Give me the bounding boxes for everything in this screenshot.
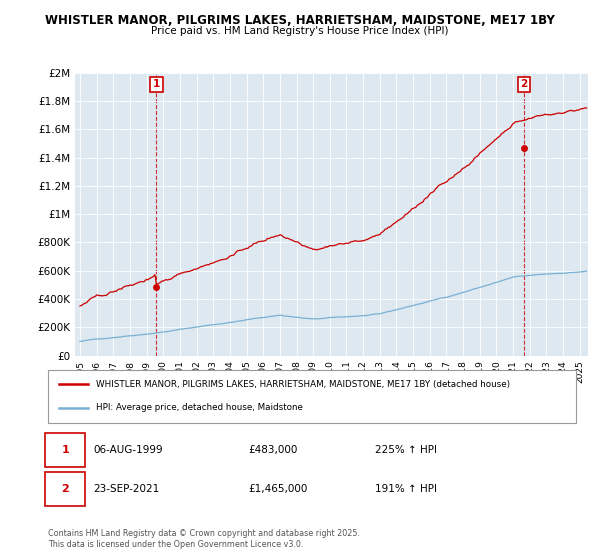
Text: WHISTLER MANOR, PILGRIMS LAKES, HARRIETSHAM, MAIDSTONE, ME17 1BY (detached house: WHISTLER MANOR, PILGRIMS LAKES, HARRIETS… xyxy=(95,380,509,389)
FancyBboxPatch shape xyxy=(46,472,85,506)
Text: Price paid vs. HM Land Registry's House Price Index (HPI): Price paid vs. HM Land Registry's House … xyxy=(151,26,449,36)
Text: 191% ↑ HPI: 191% ↑ HPI xyxy=(376,484,437,494)
FancyBboxPatch shape xyxy=(48,370,576,423)
Text: 2: 2 xyxy=(521,79,528,89)
Text: 1: 1 xyxy=(153,79,160,89)
Text: 1: 1 xyxy=(61,445,69,455)
FancyBboxPatch shape xyxy=(46,433,85,467)
Text: HPI: Average price, detached house, Maidstone: HPI: Average price, detached house, Maid… xyxy=(95,403,302,412)
Text: Contains HM Land Registry data © Crown copyright and database right 2025.
This d: Contains HM Land Registry data © Crown c… xyxy=(48,529,360,549)
Text: £1,465,000: £1,465,000 xyxy=(248,484,308,494)
Text: 225% ↑ HPI: 225% ↑ HPI xyxy=(376,445,437,455)
Text: 23-SEP-2021: 23-SEP-2021 xyxy=(93,484,159,494)
Text: £483,000: £483,000 xyxy=(248,445,298,455)
Text: 06-AUG-1999: 06-AUG-1999 xyxy=(93,445,163,455)
Text: 2: 2 xyxy=(61,484,69,494)
Text: WHISTLER MANOR, PILGRIMS LAKES, HARRIETSHAM, MAIDSTONE, ME17 1BY: WHISTLER MANOR, PILGRIMS LAKES, HARRIETS… xyxy=(45,14,555,27)
